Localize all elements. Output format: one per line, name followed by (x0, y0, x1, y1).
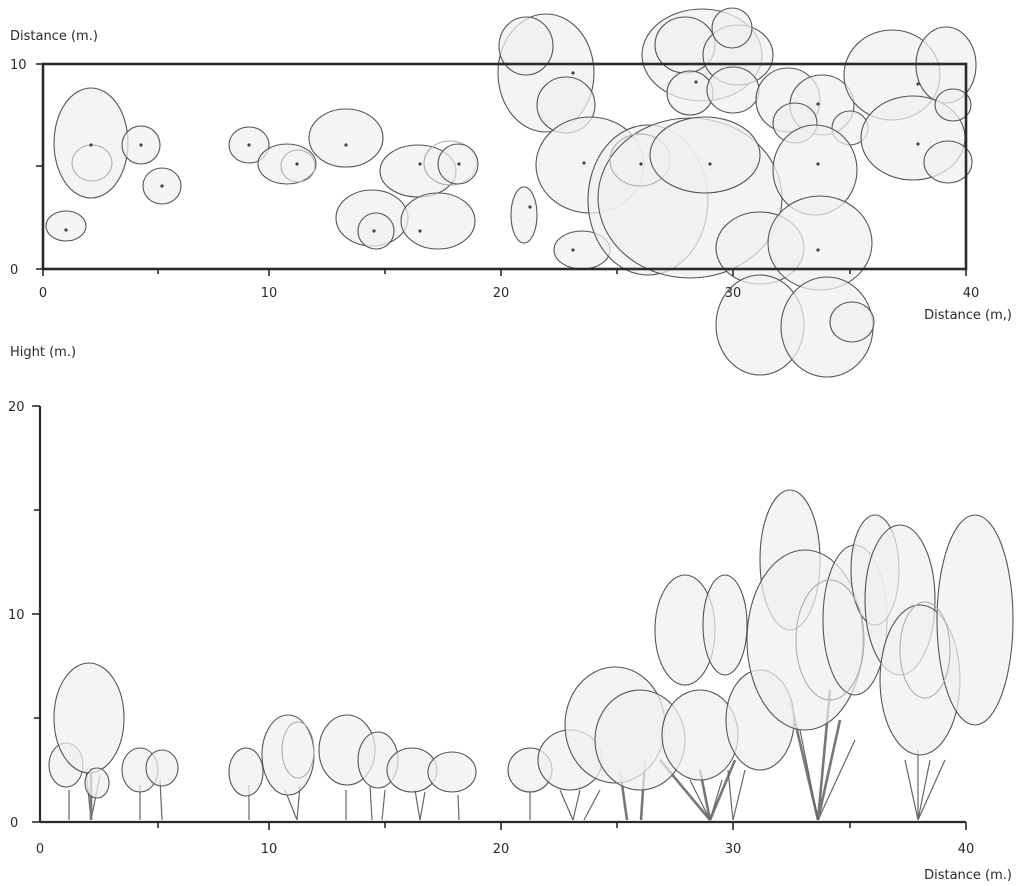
stem-marker (418, 229, 422, 233)
stem-marker (344, 143, 348, 147)
plan-crown (510, 186, 538, 244)
stem-marker (372, 229, 376, 233)
plan-crown (45, 210, 87, 242)
stem-marker (64, 228, 68, 232)
plan-crown-inner (280, 149, 316, 183)
profile-crown (661, 689, 739, 781)
stem-marker (295, 162, 299, 166)
plan-crown (934, 88, 972, 122)
plan-view: Distance (m.) 10 0 0 10 20 30 40 Distanc… (10, 7, 1012, 378)
plan-crown (829, 301, 875, 343)
profile-x-tick-label: 40 (958, 842, 975, 857)
stem-marker (582, 161, 586, 165)
stem-marker (571, 71, 575, 75)
stem-marker (694, 80, 698, 84)
plan-crown (357, 212, 395, 250)
profile-crowns (48, 489, 1014, 799)
profile-view: Hight (m.) 20 10 0 0 10 20 30 40 Distanc… (8, 345, 1014, 883)
profile-crown-inner (899, 601, 951, 699)
stem-marker (418, 162, 422, 166)
plan-crown (711, 7, 753, 49)
profile-crown-inner (795, 579, 865, 701)
stem-marker (916, 82, 920, 86)
plan-crown (498, 16, 554, 76)
profile-x-axis-title: Distance (m.) (924, 868, 1012, 883)
stem-marker (139, 143, 143, 147)
stem-marker (816, 102, 820, 106)
profile-x-tick-label: 20 (493, 842, 510, 857)
profile-crown (427, 751, 477, 793)
profile-crown (145, 749, 179, 787)
plan-x-tick-label: 30 (725, 286, 742, 301)
plan-crown (649, 116, 761, 194)
profile-crown (84, 767, 110, 799)
profile-crown (53, 662, 125, 774)
profile-y-tick-label: 20 (8, 400, 25, 415)
profile-crown (261, 714, 315, 796)
tree-stem (529, 789, 601, 821)
profile-x-tick-label: 0 (36, 842, 44, 857)
stem-marker (916, 142, 920, 146)
stem-marker (89, 143, 93, 147)
plan-crown (767, 195, 873, 291)
profile-crown (702, 574, 748, 676)
plan-y-tick-label: 10 (10, 58, 27, 73)
stem-marker (528, 205, 532, 209)
plan-x-tick-label: 20 (493, 286, 510, 301)
plan-x-tick-label: 10 (261, 286, 278, 301)
plan-x-tick-label: 40 (963, 286, 980, 301)
stem-marker (816, 248, 820, 252)
stem-marker (457, 162, 461, 166)
tree-stem (799, 729, 946, 821)
plan-crown (308, 108, 384, 168)
stem-marker (247, 143, 251, 147)
stem-marker (639, 162, 643, 166)
profile-crown (936, 514, 1014, 726)
tree-stem (248, 784, 460, 821)
plan-x-axis-title: Distance (m,) (924, 308, 1012, 323)
plan-crown (666, 70, 714, 116)
plan-crown (257, 143, 317, 185)
plan-crown (706, 66, 760, 114)
plan-stem-markers (64, 71, 920, 252)
plan-crown (400, 192, 476, 250)
profile-crown (228, 747, 264, 797)
profile-y-tick-label: 10 (8, 608, 25, 623)
profile-x-tick-label: 30 (725, 842, 742, 857)
plan-x-tick-label: 0 (39, 286, 47, 301)
plan-crowns (45, 7, 977, 378)
plan-y-axis-title: Distance (m.) (10, 29, 98, 44)
plan-crown (923, 140, 973, 184)
profile-y-axis-title: Hight (m.) (10, 345, 76, 360)
stem-marker (160, 184, 164, 188)
stem-marker (816, 162, 820, 166)
tree-stem (689, 769, 746, 821)
stem-marker (571, 248, 575, 252)
plan-y-tick-label: 0 (10, 263, 18, 278)
profile-x-tick-label: 10 (261, 842, 278, 857)
stem-marker (708, 162, 712, 166)
profile-crown-inner (281, 721, 315, 779)
profile-y-tick-label: 0 (10, 816, 18, 831)
plan-crown (53, 87, 129, 199)
